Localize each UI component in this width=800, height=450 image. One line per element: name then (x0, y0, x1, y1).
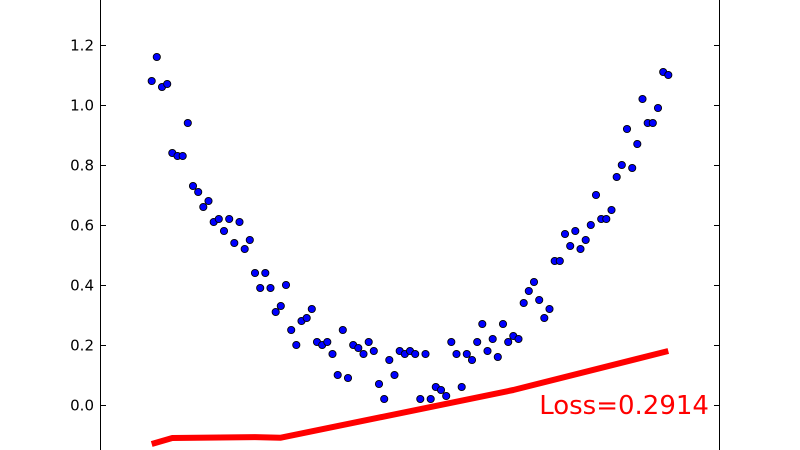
scatter-point (422, 350, 429, 357)
scatter-point (494, 353, 501, 360)
scatter-point (463, 350, 470, 357)
scatter-point (505, 338, 512, 345)
scatter-point (536, 296, 543, 303)
scatter-point (241, 245, 248, 252)
scatter-point (629, 164, 636, 171)
scatter-point (334, 371, 341, 378)
scatter-point (530, 278, 537, 285)
scatter-point (479, 320, 486, 327)
scatter-point (288, 326, 295, 333)
scatter-point (592, 191, 599, 198)
scatter-point (567, 242, 574, 249)
scatter-point (205, 197, 212, 204)
scatter-point (308, 305, 315, 312)
scatter-point (339, 326, 346, 333)
scatter-point (303, 314, 310, 321)
scatter-point (370, 347, 377, 354)
scatter-point (525, 287, 532, 294)
scatter-point (556, 257, 563, 264)
scatter-point (515, 335, 522, 342)
scatter-point (164, 80, 171, 87)
y-tick-label: 0.0 (70, 397, 94, 415)
scatter-point (582, 236, 589, 243)
scatter-point (546, 305, 553, 312)
scatter-point (634, 140, 641, 147)
scatter-point (417, 395, 424, 402)
scatter-point (282, 281, 289, 288)
scatter-point (484, 347, 491, 354)
scatter-point (179, 152, 186, 159)
y-tick-label: 1.0 (70, 97, 94, 115)
scatter-point (267, 284, 274, 291)
scatter-point (561, 230, 568, 237)
axes (101, 0, 720, 450)
scatter-point (649, 119, 656, 126)
y-tick-label: 0.6 (70, 217, 94, 235)
scatter-point (613, 173, 620, 180)
scatter-point (520, 299, 527, 306)
scatter-point (195, 188, 202, 195)
scatter-point (391, 371, 398, 378)
y-tick-label: 1.2 (70, 37, 94, 55)
scatter-point (272, 308, 279, 315)
scatter-point (453, 350, 460, 357)
scatter-point (365, 338, 372, 345)
y-tick-label: 0.8 (70, 157, 94, 175)
scatter-point (639, 95, 646, 102)
scatter-point (665, 71, 672, 78)
scatter-point (577, 245, 584, 252)
scatter-point (226, 215, 233, 222)
scatter-point (246, 236, 253, 243)
scatter-point (386, 356, 393, 363)
scatter-point (324, 338, 331, 345)
y-tick-label: 0.4 (70, 277, 94, 295)
scatter-point (468, 356, 475, 363)
y-axis-ticks: 0.0 0.2 0.4 0.6 0.8 1.0 1.2 (70, 37, 720, 415)
scatter-point (251, 269, 258, 276)
scatter-point (381, 395, 388, 402)
scatter-series (148, 53, 672, 402)
scatter-point (344, 374, 351, 381)
scatter-point (360, 350, 367, 357)
scatter-point (257, 284, 264, 291)
scatter-point (293, 341, 300, 348)
scatter-point (608, 206, 615, 213)
scatter-point (499, 320, 506, 327)
scatter-point (443, 392, 450, 399)
scatter-point (189, 182, 196, 189)
scatter-point (572, 227, 579, 234)
scatter-point (427, 395, 434, 402)
scatter-point (587, 221, 594, 228)
scatter-point (184, 119, 191, 126)
scatter-point (412, 350, 419, 357)
scatter-point (153, 53, 160, 60)
scatter-point (654, 104, 661, 111)
scatter-point (623, 125, 630, 132)
scatter-point (329, 350, 336, 357)
scatter-point (603, 215, 610, 222)
scatter-point (437, 386, 444, 393)
scatter-point (262, 269, 269, 276)
scatter-point (236, 218, 243, 225)
scatter-point (231, 239, 238, 246)
scatter-point (148, 77, 155, 84)
scatter-point (277, 302, 284, 309)
scatter-point (474, 338, 481, 345)
scatter-point (355, 344, 362, 351)
scatter-point (448, 338, 455, 345)
scatter-point (489, 335, 496, 342)
scatter-point (618, 161, 625, 168)
loss-annotation: Loss=0.2914 (539, 391, 709, 421)
scatter-point (541, 314, 548, 321)
scatter-point (458, 383, 465, 390)
y-tick-label: 0.2 (70, 337, 94, 355)
scatter-point (200, 203, 207, 210)
scatter-point (215, 215, 222, 222)
scatter-point (375, 380, 382, 387)
scatter-point (220, 227, 227, 234)
